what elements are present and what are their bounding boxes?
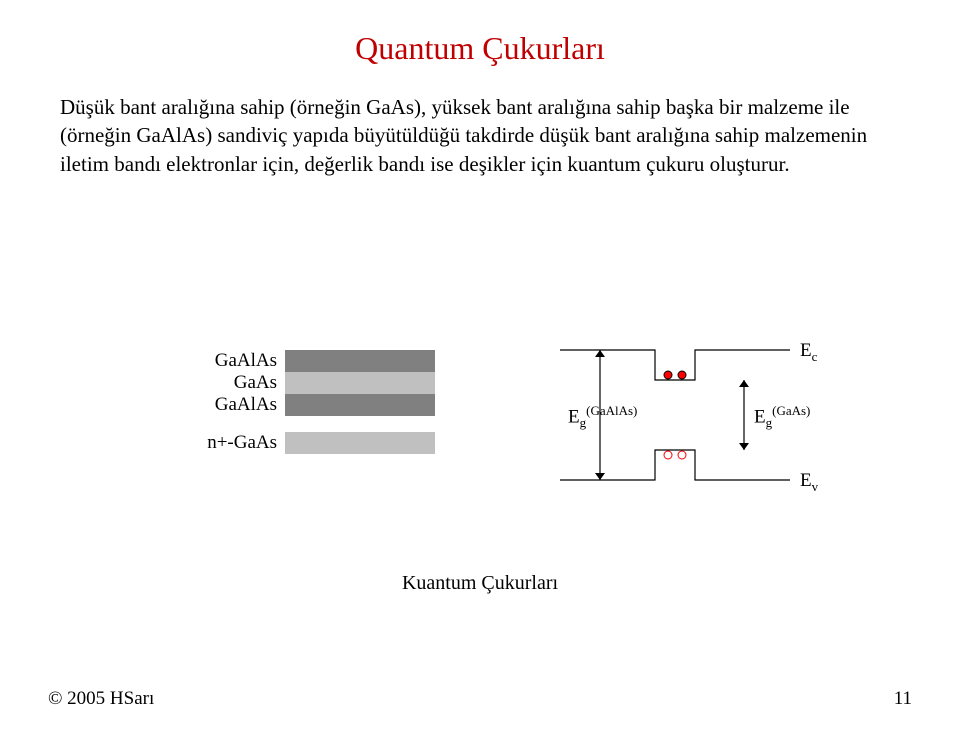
label-base: E	[754, 406, 766, 427]
layer-label: GaAlAs	[200, 350, 285, 372]
layer-label: GaAlAs	[200, 394, 285, 416]
layer-rect	[285, 350, 435, 372]
label-base: E	[800, 340, 812, 361]
page: Quantum Çukurları Düşük bant aralığına s…	[0, 0, 960, 730]
body-paragraph: Düşük bant aralığına sahip (örneğin GaAs…	[60, 93, 900, 178]
layer-rect	[285, 394, 435, 416]
diagram-area: GaAlAsGaAsGaAlAs n+-GaAs Ec Ev Eg(GaAlAs)…	[0, 320, 960, 580]
layer-gap	[200, 416, 450, 432]
band-diagram: Ec Ev Eg(GaAlAs) Eg(GaAs)	[560, 340, 820, 540]
layer-stack: GaAlAsGaAsGaAlAs n+-GaAs	[200, 350, 450, 454]
layer-label: n+-GaAs	[200, 432, 285, 454]
layer-rect	[285, 432, 435, 454]
label-sup: (GaAs)	[772, 403, 810, 418]
label-base: E	[800, 470, 812, 491]
layer-row: GaAlAs	[200, 350, 450, 372]
layer-row: n+-GaAs	[200, 432, 450, 454]
label-eg-gaas: Eg(GaAs)	[754, 403, 810, 431]
layer-label: GaAs	[200, 372, 285, 394]
label-ec: Ec	[800, 340, 817, 365]
footer-left: © 2005 HSarı	[48, 688, 154, 710]
label-sub: v	[812, 479, 819, 494]
label-eg-gaalas: Eg(GaAlAs)	[568, 403, 637, 431]
layer-row: GaAlAs	[200, 394, 450, 416]
footer-page-number: 11	[894, 688, 912, 710]
label-base: E	[568, 406, 580, 427]
diagram-caption: Kuantum Çukurları	[0, 572, 960, 595]
footer: © 2005 HSarı 11	[48, 688, 912, 710]
label-ev: Ev	[800, 470, 818, 495]
layer-row: GaAs	[200, 372, 450, 394]
page-title: Quantum Çukurları	[60, 30, 900, 67]
label-sup: (GaAlAs)	[586, 403, 637, 418]
layer-rect	[285, 372, 435, 394]
label-sub: c	[812, 349, 818, 364]
